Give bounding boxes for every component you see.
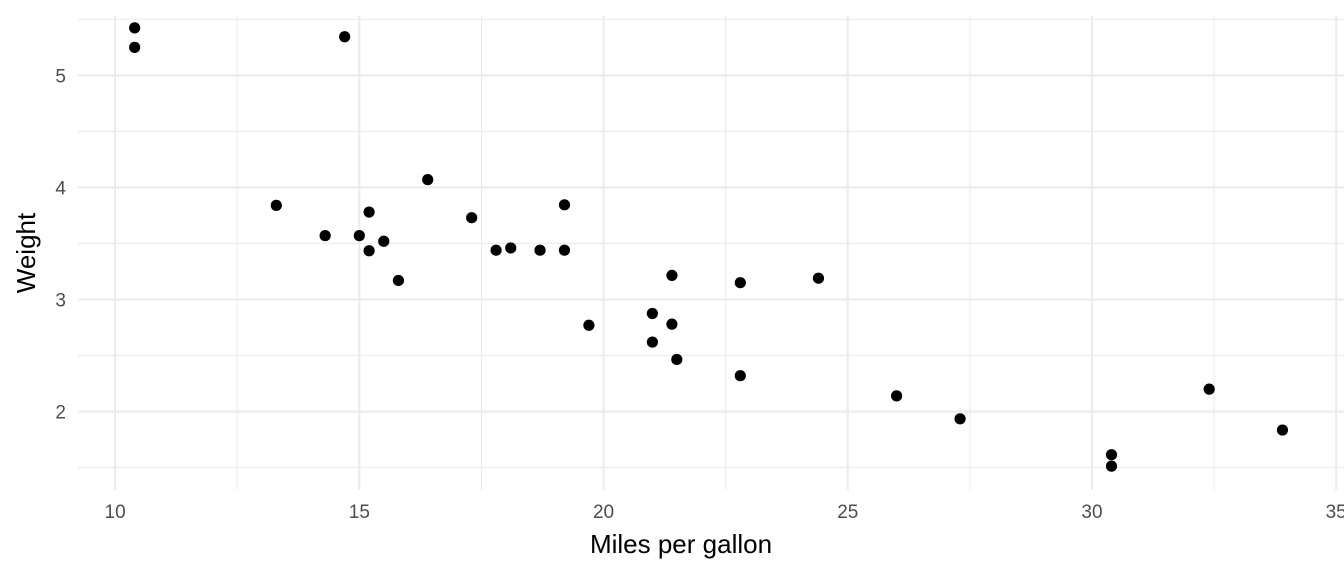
- y-axis-title: Weight: [11, 212, 41, 293]
- data-point: [339, 31, 351, 43]
- data-point: [954, 413, 966, 425]
- x-tick-label: 20: [593, 502, 614, 523]
- y-axis-tick-labels: 2 3 4 5: [55, 66, 66, 423]
- data-point: [583, 319, 595, 331]
- data-point: [490, 244, 502, 256]
- data-point: [534, 244, 546, 256]
- x-tick-label: 15: [349, 502, 370, 523]
- data-point: [378, 235, 390, 247]
- x-tick-label: 35: [1326, 502, 1344, 523]
- data-points: [129, 22, 1289, 472]
- data-point: [363, 206, 375, 218]
- data-point: [129, 22, 141, 34]
- data-point: [363, 245, 375, 257]
- data-point: [353, 230, 365, 242]
- data-point: [1105, 460, 1118, 472]
- data-point: [734, 277, 746, 289]
- data-point: [666, 318, 678, 330]
- data-point: [666, 269, 678, 282]
- x-axis-title: Miles per gallon: [590, 529, 772, 559]
- data-point: [812, 272, 825, 284]
- x-axis-tick-labels: 10 15 20 25 30 35: [105, 502, 1344, 523]
- data-point: [671, 353, 683, 366]
- data-point: [734, 370, 746, 382]
- y-tick-label: 3: [55, 291, 66, 312]
- y-tick-label: 5: [55, 66, 66, 87]
- data-point: [1105, 449, 1118, 461]
- data-point: [1203, 383, 1215, 395]
- data-point: [505, 242, 517, 254]
- x-tick-label: 30: [1081, 502, 1102, 523]
- minor-gridlines: [78, 16, 1344, 490]
- data-point: [422, 174, 434, 186]
- data-point: [558, 244, 571, 256]
- data-point: [466, 212, 478, 224]
- data-point: [891, 390, 903, 402]
- data-point: [319, 230, 331, 242]
- y-tick-label: 4: [55, 178, 66, 199]
- data-point: [392, 274, 405, 287]
- data-point: [558, 199, 571, 211]
- data-point: [646, 336, 658, 348]
- data-point: [1276, 424, 1289, 436]
- x-tick-label: 10: [105, 502, 126, 523]
- data-point: [270, 199, 282, 211]
- data-point: [646, 307, 658, 320]
- y-tick-label: 2: [55, 403, 66, 424]
- data-point: [129, 41, 141, 53]
- major-gridlines: [78, 16, 1344, 490]
- x-tick-label: 25: [837, 502, 858, 523]
